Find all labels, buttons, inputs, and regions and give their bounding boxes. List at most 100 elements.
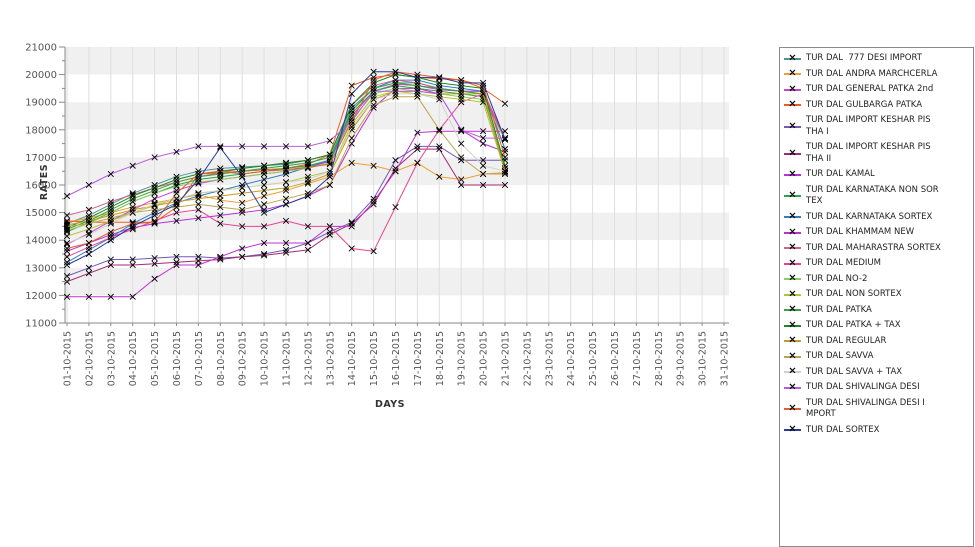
legend-item-label: TUR DAL SAVVA + TAX [806,366,903,377]
plot-band [65,267,729,296]
legend-item: × TUR DAL MEDIUM [782,256,972,272]
x-tick-label: 05-10-2015 [150,331,161,386]
legend-x-marker-icon: × [784,289,801,300]
legend-item: × TUR DAL KAMAL [782,167,972,183]
legend-item-label: TUR DAL MEDIUM [806,258,881,268]
legend-item-label: TUR DAL SHIVALINGA DESI [806,382,920,392]
x-tick-label: 15-10-2015 [369,331,380,386]
legend-item-label: TUR DAL SHIVALINGA DESI I MPORT [806,397,925,420]
legend-item-label: TUR DAL KARNATAKA SORTEX [806,211,933,222]
series-markers [63,79,509,233]
x-tick-label: 24-10-2015 [566,331,577,386]
x-tick-label: 13-10-2015 [325,331,336,386]
x-tick-label: 08-10-2015 [216,331,227,386]
x-tick-label: 23-10-2015 [544,331,555,386]
legend-item-label: TUR DAL PATKA [806,304,872,315]
y-tick-label: 11000 [25,319,57,330]
y-axis-title: RATES [39,163,50,201]
x-tick-label: 12-10-2015 [303,331,314,386]
legend-x-marker-icon: × [784,424,801,435]
legend-x-marker-icon: × [784,68,801,79]
x-axis-title: DAYS [374,399,406,410]
axes [64,47,729,324]
y-tick-label: 12000 [25,291,57,302]
chart-panel: 11000 12000 13000 14000 15000 16000 17000 18000… [25,43,974,547]
legend-item-label: TUR DAL IMPORT KESHAR PIS THA II [806,142,931,164]
x-tick-label: 21-10-2015 [501,331,512,386]
legend-x-marker-icon: × [784,258,801,269]
legend-x-marker-icon: × [784,148,801,159]
y-tick-label: 19000 [25,98,57,109]
series-markers [63,145,509,285]
x-tick-label: 22-10-2015 [522,331,533,386]
legend-item: × TUR DAL NO-2 [782,272,972,288]
x-tick-label: 16-10-2015 [391,331,402,386]
x-tick-label: 03-10-2015 [106,331,117,386]
legend-item: × TUR DAL 777 DESI IMPORT [782,51,972,67]
series-markers [63,128,509,300]
series-markers [63,90,509,247]
y-tick-label: 18000 [25,125,57,136]
x-tick-label: 17-10-2015 [413,331,424,386]
plot-band [65,240,729,268]
x-tick-label: 20-10-2015 [479,331,490,386]
series-markers [63,68,509,269]
legend-item: × TUR DAL KARNATAKA NON SOR TEX [782,183,972,210]
x-tick-label: 11-10-2015 [282,331,293,386]
x-tick-label: 28-10-2015 [654,331,665,386]
plot-band [65,102,729,130]
x-tick-label: 07-10-2015 [194,331,205,386]
legend-item-label: TUR DAL NON SORTEX [806,289,902,299]
legend-x-marker-icon: × [784,53,801,64]
legend-item-label: TUR DAL KAMAL [806,169,875,179]
x-tick-label: 27-10-2015 [632,331,643,386]
legend-x-marker-icon: × [784,351,801,362]
x-tick-label: 25-10-2015 [588,331,599,386]
y-tick-label: 13000 [25,263,57,274]
x-tick-label: 14-10-2015 [347,331,358,386]
legend-item: × TUR DAL KHAMMAM NEW [782,225,972,241]
legend-item-label: TUR DAL PATKA + TAX [806,320,901,330]
legend-item: × TUR DAL SORTEX [782,423,972,439]
x-tick-label: 04-10-2015 [128,331,139,386]
legend: × TUR DAL 777 DESI IMPORT × TUR DAL ANDRA M… [779,47,974,547]
legend-item: × TUR DAL ANDRA MARCHCERLA [782,67,972,83]
legend-item: × TUR DAL GENERAL PATKA 2nd [782,82,972,98]
legend-x-marker-icon: × [784,304,801,315]
legend-x-marker-icon: × [784,242,801,253]
rates-line-chart: 11000 12000 13000 14000 15000 16000 17000 18000… [25,43,730,387]
legend-item-label: TUR DAL NO-2 [806,273,868,284]
y-tick-label: 14000 [25,236,57,247]
series-markers [63,90,509,260]
x-tick-label: 10-10-2015 [260,331,271,386]
legend-item: × TUR DAL SHIVALINGA DESI [782,380,972,396]
legend-item: × TUR DAL PATKA + TAX [782,318,972,334]
x-tick-label: 26-10-2015 [610,331,621,386]
legend-item: × TUR DAL GULBARGA PATKA [782,98,972,114]
legend-item: × TUR DAL SHIVALINGA DESI I MPORT [782,396,972,423]
legend-x-marker-icon: × [784,84,801,95]
legend-x-marker-icon: × [784,211,801,222]
legend-x-marker-icon: × [784,382,801,393]
series-markers [63,93,509,230]
legend-item-label: TUR DAL REGULAR [806,335,887,346]
legend-item-label: TUR DAL IMPORT KESHAR PIS THA I [806,115,931,137]
legend-item: × TUR DAL IMPORT KESHAR PIS THA II [782,140,972,167]
legend-x-marker-icon: × [784,366,801,377]
legend-item: × TUR DAL SAVVA [782,349,972,365]
legend-item-label: TUR DAL ANDRA MARCHCERLA [806,68,938,79]
legend-x-marker-icon: × [784,403,801,414]
legend-item-label: TUR DAL SORTEX [806,424,880,435]
legend-x-marker-icon: × [784,335,801,346]
x-tick-label: 06-10-2015 [172,331,183,386]
x-tick-label: 30-10-2015 [698,331,709,386]
legend-item-label: TUR DAL GENERAL PATKA 2nd [806,84,934,94]
legend-item-label: TUR DAL KHAMMAM NEW [806,227,915,237]
plot-band [65,129,729,158]
legend-item: × TUR DAL PATKA [782,303,972,319]
legend-x-marker-icon: × [784,169,801,180]
legend-item-label: TUR DAL 777 DESI IMPORT [806,53,922,63]
legend-item: × TUR DAL REGULAR [782,334,972,350]
legend-item-label: TUR DAL KARNATAKA NON SOR TEX [806,184,939,207]
legend-x-marker-icon: × [784,121,801,132]
